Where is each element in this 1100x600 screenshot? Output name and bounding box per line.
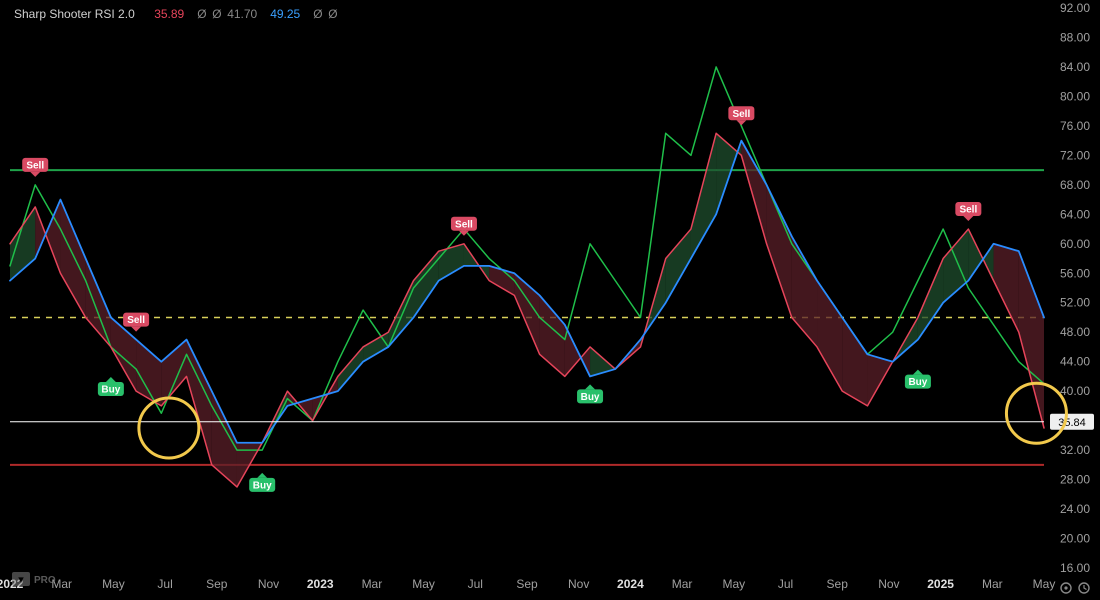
svg-text:Sell: Sell [732, 109, 750, 120]
watermark-text: PRO [34, 575, 56, 586]
y-axis-label: 20.00 [1060, 532, 1090, 546]
indicator-title: Sharp Shooter RSI 2.0 [14, 7, 135, 21]
indicator-readout: Ø [212, 7, 221, 21]
y-axis-label: 44.00 [1060, 355, 1090, 369]
y-axis-label: 24.00 [1060, 502, 1090, 516]
x-axis-label: Sep [516, 577, 538, 591]
x-axis-label: Nov [258, 577, 279, 591]
x-axis-label: Mar [982, 577, 1003, 591]
x-axis-label: Sep [206, 577, 228, 591]
y-axis-label: 32.00 [1060, 443, 1090, 457]
x-axis-label: Mar [672, 577, 693, 591]
y-axis-label: 64.00 [1060, 207, 1090, 221]
indicator-readout: Ø [197, 7, 206, 21]
y-axis-label: 80.00 [1060, 89, 1090, 103]
x-axis-label: Jul [468, 577, 483, 591]
y-axis-label: 60.00 [1060, 237, 1090, 251]
y-axis-label: 52.00 [1060, 296, 1090, 310]
y-axis-label: 48.00 [1060, 325, 1090, 339]
y-axis-label: 16.00 [1060, 561, 1090, 575]
svg-text:Buy: Buy [581, 392, 600, 403]
indicator-readout: 35.89 [154, 7, 184, 21]
svg-text:Buy: Buy [101, 385, 120, 396]
svg-text:Sell: Sell [127, 315, 145, 326]
x-axis-label: 2024 [617, 577, 644, 591]
y-axis-label: 56.00 [1060, 266, 1090, 280]
y-axis-label: 28.00 [1060, 473, 1090, 487]
x-axis-label: 2025 [927, 577, 954, 591]
chart-container: 16.0020.0024.0028.0032.0036.0040.0044.00… [0, 0, 1100, 600]
x-axis-label: May [412, 577, 435, 591]
x-axis-label: Sep [827, 577, 849, 591]
x-axis-label: May [722, 577, 745, 591]
x-axis-label: May [102, 577, 125, 591]
y-axis-label: 76.00 [1060, 119, 1090, 133]
y-axis-label: 72.00 [1060, 148, 1090, 162]
x-axis-label: Nov [878, 577, 899, 591]
tradingview-watermark: ▾ PRO [12, 572, 56, 586]
svg-text:Sell: Sell [959, 205, 977, 216]
x-axis-label: May [1033, 577, 1056, 591]
svg-text:Buy: Buy [253, 480, 272, 491]
rsi-chart[interactable]: 16.0020.0024.0028.0032.0036.0040.0044.00… [0, 0, 1100, 600]
indicator-readout: 49.25 [270, 7, 300, 21]
svg-text:▾: ▾ [18, 574, 24, 586]
svg-text:Sell: Sell [455, 219, 473, 230]
indicator-readout: Ø [313, 7, 322, 21]
x-axis-label: 2023 [307, 577, 334, 591]
x-axis-label: Jul [778, 577, 793, 591]
svg-text:Sell: Sell [26, 160, 44, 171]
indicator-readout: 41.70 [227, 7, 257, 21]
y-axis-label: 84.00 [1060, 60, 1090, 74]
x-axis-label: Jul [157, 577, 172, 591]
y-axis-label: 88.00 [1060, 30, 1090, 44]
x-axis-label: Nov [568, 577, 589, 591]
y-axis-label: 68.00 [1060, 178, 1090, 192]
x-axis-label: Mar [362, 577, 383, 591]
y-axis-label: 92.00 [1060, 1, 1090, 15]
indicator-readout: Ø [328, 7, 337, 21]
y-axis-label: 40.00 [1060, 384, 1090, 398]
svg-text:Buy: Buy [908, 377, 927, 388]
